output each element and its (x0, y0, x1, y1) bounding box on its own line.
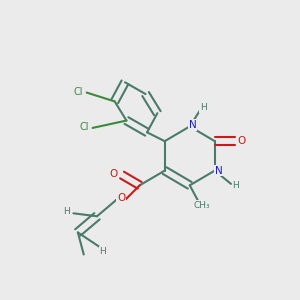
Text: N: N (215, 166, 223, 176)
Text: H: H (200, 103, 207, 112)
Text: Cl: Cl (79, 122, 88, 132)
Text: CH₃: CH₃ (193, 201, 210, 210)
Text: O: O (109, 169, 117, 178)
Text: Cl: Cl (73, 87, 83, 97)
Text: H: H (232, 181, 239, 190)
Text: H: H (100, 247, 106, 256)
Text: O: O (238, 136, 246, 146)
Text: O: O (117, 193, 126, 203)
Text: H: H (64, 207, 70, 216)
Text: N: N (189, 120, 196, 130)
